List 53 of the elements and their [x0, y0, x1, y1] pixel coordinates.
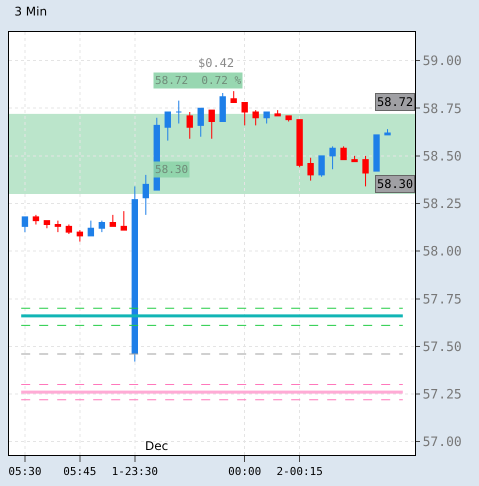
candlestick — [76, 230, 84, 242]
annotation: 58.30 — [377, 177, 414, 191]
candlestick — [98, 220, 106, 233]
y-tick-label: 58.25 — [422, 197, 462, 212]
annotation: Dec — [145, 439, 168, 453]
candlestick — [120, 210, 128, 231]
candlestick — [198, 108, 204, 138]
y-tick-label: 59.00 — [422, 54, 462, 70]
annotation: 58.30 — [155, 163, 188, 176]
x-tick-label: 00:00 — [228, 465, 262, 478]
candlestick — [263, 112, 270, 124]
candlestick — [296, 119, 303, 168]
candlestick — [274, 110, 281, 116]
candlestick — [384, 128, 391, 136]
y-tick-label: 57.75 — [422, 292, 462, 308]
candlestick — [66, 224, 72, 234]
y-tick-label: 58.00 — [422, 244, 462, 260]
candlestick — [285, 115, 292, 122]
y-tick-label: 58.50 — [422, 149, 462, 164]
y-tick-label: 57.25 — [422, 388, 462, 403]
y-tick-label: 57.00 — [422, 435, 462, 450]
candlestick — [164, 112, 171, 142]
x-tick-label: 2-00:15 — [276, 465, 323, 478]
y-tick-label: 58.75 — [422, 102, 462, 117]
candlestick — [88, 220, 94, 236]
annotation: 58.72 0.72 % — [155, 74, 242, 87]
candlestick — [54, 220, 62, 233]
candlestick — [176, 100, 182, 124]
candlestick — [220, 92, 226, 122]
x-tick-label: 05:30 — [8, 465, 42, 478]
x-tick-label: 05:45 — [63, 465, 96, 478]
candlestick — [362, 155, 369, 187]
chart-title: 3 Min — [14, 4, 48, 19]
candlestick — [208, 110, 215, 140]
candlestick — [252, 110, 259, 126]
candlestick — [373, 134, 380, 172]
x-tick-label: 1-23:30 — [112, 465, 158, 478]
candlestick — [351, 155, 358, 162]
candlestick — [186, 112, 193, 140]
candlestick — [44, 220, 50, 229]
candlestick — [340, 146, 347, 160]
candlestick — [22, 216, 28, 233]
candlestick — [142, 174, 149, 216]
candlestick — [318, 155, 325, 178]
annotation: $0.42 — [198, 56, 234, 70]
candlestick — [307, 157, 314, 182]
candlestick — [242, 102, 248, 126]
candlestick — [230, 90, 237, 103]
candlestick — [110, 214, 116, 227]
annotation: 58.72 — [377, 95, 414, 109]
candlestick — [329, 146, 336, 170]
y-tick-label: 57.50 — [422, 340, 462, 355]
candlestick — [32, 214, 40, 225]
